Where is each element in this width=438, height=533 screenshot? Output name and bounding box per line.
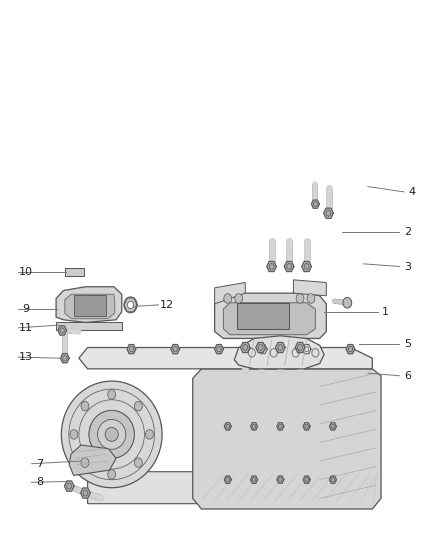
Polygon shape: [240, 342, 250, 353]
Polygon shape: [79, 348, 372, 369]
Circle shape: [108, 390, 116, 399]
Polygon shape: [234, 336, 324, 369]
Text: 6: 6: [404, 371, 411, 381]
Polygon shape: [171, 344, 180, 354]
Text: 10: 10: [19, 267, 33, 277]
Bar: [65, 268, 84, 276]
Circle shape: [235, 294, 243, 303]
Circle shape: [81, 458, 89, 467]
Polygon shape: [293, 280, 326, 296]
Text: 3: 3: [404, 262, 411, 271]
Circle shape: [134, 401, 142, 411]
Text: 11: 11: [19, 323, 33, 333]
Bar: [237, 303, 289, 329]
Polygon shape: [256, 342, 265, 353]
Text: 5: 5: [404, 339, 411, 349]
Circle shape: [145, 430, 153, 439]
Polygon shape: [267, 261, 276, 272]
Circle shape: [307, 294, 315, 303]
Ellipse shape: [98, 419, 126, 449]
Polygon shape: [346, 344, 355, 354]
Circle shape: [81, 401, 89, 411]
Polygon shape: [276, 342, 285, 353]
Polygon shape: [251, 423, 258, 430]
Circle shape: [70, 430, 78, 439]
Polygon shape: [56, 287, 122, 322]
Polygon shape: [69, 445, 116, 475]
Polygon shape: [295, 342, 305, 353]
Circle shape: [296, 294, 304, 303]
Polygon shape: [56, 322, 122, 330]
Text: 12: 12: [159, 300, 173, 310]
Polygon shape: [284, 261, 294, 272]
Polygon shape: [277, 476, 284, 483]
Polygon shape: [223, 303, 315, 335]
Polygon shape: [215, 293, 326, 338]
Bar: [74, 295, 106, 316]
Polygon shape: [81, 488, 90, 498]
Circle shape: [124, 297, 137, 313]
Circle shape: [343, 297, 352, 308]
Text: 7: 7: [36, 459, 43, 469]
Polygon shape: [65, 294, 115, 319]
Polygon shape: [258, 344, 267, 354]
Polygon shape: [277, 423, 284, 430]
Polygon shape: [215, 344, 223, 354]
Polygon shape: [58, 326, 67, 335]
Polygon shape: [329, 476, 336, 483]
Polygon shape: [302, 261, 311, 272]
Polygon shape: [127, 344, 136, 354]
Polygon shape: [224, 423, 231, 430]
Circle shape: [224, 294, 232, 303]
Text: 1: 1: [382, 307, 389, 317]
Ellipse shape: [61, 381, 162, 488]
Text: 8: 8: [36, 478, 43, 487]
Polygon shape: [60, 353, 69, 363]
Text: 4: 4: [408, 187, 415, 197]
Polygon shape: [64, 481, 74, 491]
Polygon shape: [215, 282, 245, 304]
Polygon shape: [302, 344, 311, 354]
Polygon shape: [88, 445, 372, 504]
Text: 9: 9: [23, 304, 30, 314]
Circle shape: [127, 301, 134, 309]
Polygon shape: [224, 476, 231, 483]
Polygon shape: [193, 369, 381, 509]
Ellipse shape: [105, 427, 118, 441]
Polygon shape: [251, 476, 258, 483]
Text: 13: 13: [19, 352, 33, 362]
Polygon shape: [324, 208, 333, 219]
Text: 2: 2: [404, 227, 411, 237]
Polygon shape: [303, 423, 310, 430]
Circle shape: [108, 470, 116, 479]
Polygon shape: [311, 200, 319, 208]
Polygon shape: [303, 476, 310, 483]
Ellipse shape: [89, 410, 134, 458]
Polygon shape: [329, 423, 336, 430]
Circle shape: [134, 458, 142, 467]
